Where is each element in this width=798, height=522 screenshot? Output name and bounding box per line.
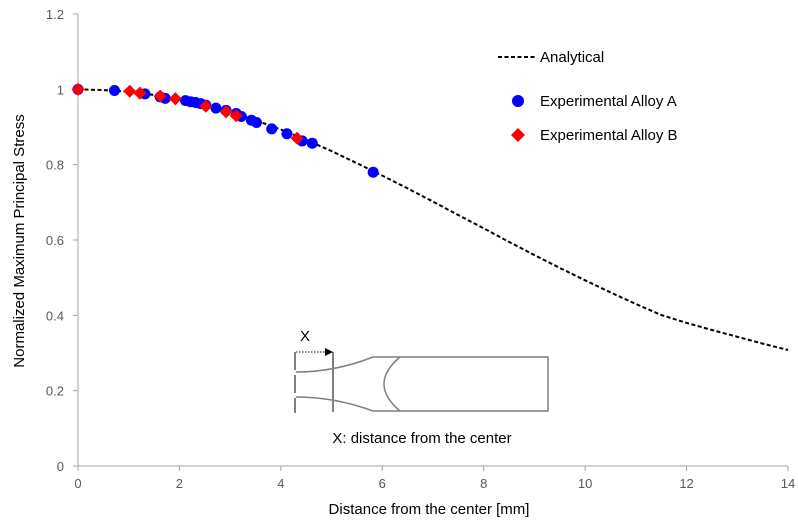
legend-alloy-b-label: Experimental Alloy B (540, 127, 678, 144)
analytical-line (77, 88, 789, 351)
inset-caption: X: distance from the center (332, 430, 511, 447)
alloy-b-point (229, 109, 243, 123)
y-ticks: 0 0.2 0.4 0.6 0.8 1 1.2 (46, 7, 78, 474)
alloy-a-point (306, 137, 318, 149)
x-tick-label: 4 (277, 476, 284, 491)
legend-alloy-a-label: Experimental Alloy A (540, 93, 677, 110)
x-tick-label: 6 (379, 476, 386, 491)
x-axis-title: Distance from the center [mm] (329, 501, 530, 518)
y-tick-label: 1.2 (46, 7, 64, 22)
alloy-b-point (153, 89, 167, 103)
inset-arrowhead (325, 348, 333, 356)
x-ticks: 0 2 4 6 8 10 12 14 (74, 466, 795, 491)
specimen-outline (295, 356, 549, 412)
alloy-b-point (219, 105, 233, 119)
x-tick-label: 8 (480, 476, 487, 491)
x-tick-label: 12 (679, 476, 693, 491)
alloy-a-markers (72, 83, 379, 178)
alloy-b-point (133, 86, 147, 100)
x-tick-label: 0 (74, 476, 81, 491)
x-tick-label: 10 (578, 476, 592, 491)
y-tick-label: 0.2 (46, 384, 64, 399)
alloy-a-point (210, 102, 222, 114)
y-tick-label: 0.4 (46, 308, 64, 323)
alloy-a-point (367, 166, 379, 178)
alloy-b-markers (71, 82, 304, 145)
plot-area: 0 2 4 6 8 10 12 14 0 0.2 0.4 0.6 0.8 1 1.2 (46, 7, 795, 491)
x-tick-label: 2 (176, 476, 183, 491)
alloy-b-point (290, 131, 304, 145)
alloy-b-point (168, 92, 182, 106)
specimen-notch (383, 356, 401, 412)
alloy-b-point (71, 82, 85, 96)
x-tick-label: 14 (781, 476, 795, 491)
legend-alloy-b-swatch (511, 128, 525, 142)
y-tick-label: 1 (57, 82, 64, 97)
alloy-a-point (251, 116, 263, 128)
alloy-b-point (199, 99, 213, 113)
alloy-a-point (266, 123, 278, 135)
specimen-diagram: X X: distance from the center (294, 328, 549, 447)
y-tick-label: 0.8 (46, 158, 64, 173)
legend-alloy-a-swatch (512, 95, 524, 107)
alloy-b-point (123, 84, 137, 98)
y-tick-label: 0.6 (46, 233, 64, 248)
legend-analytical-label: Analytical (540, 49, 604, 66)
y-axis-title: Normalized Maximum Principal Stress (11, 114, 28, 367)
y-tick-label: 0 (57, 459, 64, 474)
alloy-a-point (281, 128, 293, 140)
legend: Analytical Experimental Alloy A Experime… (498, 49, 678, 144)
inset-x-label: X (300, 328, 310, 345)
alloy-a-point (109, 84, 121, 96)
